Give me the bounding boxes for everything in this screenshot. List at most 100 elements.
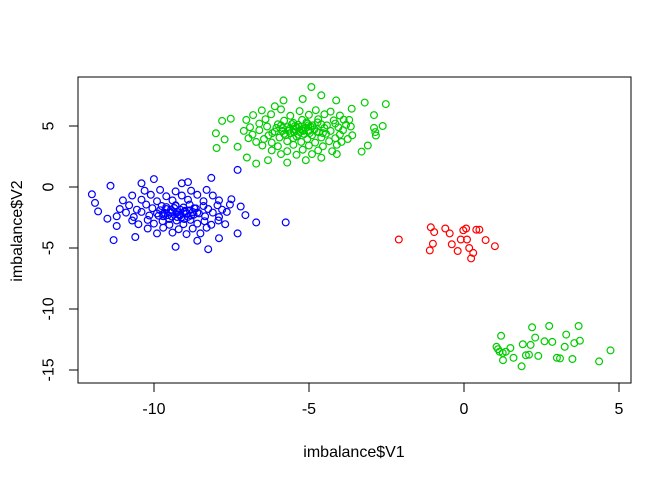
data-point bbox=[560, 342, 569, 351]
data-point bbox=[298, 115, 307, 124]
data-point bbox=[148, 204, 157, 213]
data-point bbox=[463, 235, 472, 244]
data-point bbox=[562, 330, 571, 339]
data-point bbox=[149, 175, 158, 184]
data-point bbox=[528, 323, 537, 332]
data-point bbox=[277, 150, 286, 159]
data-point bbox=[177, 191, 186, 200]
data-point bbox=[87, 190, 96, 199]
data-point bbox=[215, 196, 224, 205]
data-point bbox=[263, 122, 272, 131]
data-point bbox=[311, 138, 320, 147]
data-point bbox=[313, 118, 322, 127]
x-tick-label: -10 bbox=[142, 401, 165, 418]
data-point bbox=[121, 208, 130, 217]
data-point bbox=[162, 192, 171, 201]
data-point bbox=[188, 224, 197, 233]
data-point bbox=[171, 242, 180, 251]
data-point bbox=[257, 106, 266, 115]
data-point bbox=[233, 165, 242, 174]
data-point bbox=[268, 129, 277, 138]
data-point bbox=[370, 111, 379, 120]
data-point bbox=[242, 153, 251, 162]
data-point bbox=[295, 107, 304, 116]
data-point bbox=[378, 121, 387, 130]
data-point bbox=[472, 225, 481, 234]
data-point bbox=[162, 203, 171, 212]
data-point bbox=[298, 94, 307, 103]
data-point bbox=[134, 220, 143, 229]
data-point bbox=[287, 120, 296, 129]
data-point bbox=[304, 141, 313, 150]
data-point bbox=[218, 205, 227, 214]
data-point bbox=[267, 146, 276, 155]
data-point bbox=[165, 220, 174, 229]
data-point bbox=[445, 229, 454, 238]
data-point bbox=[143, 215, 152, 224]
data-point bbox=[304, 110, 313, 119]
data-point bbox=[208, 191, 217, 200]
data-point bbox=[226, 114, 235, 123]
data-point bbox=[196, 229, 205, 238]
data-point bbox=[281, 218, 290, 227]
data-point bbox=[348, 131, 357, 140]
data-point bbox=[222, 207, 231, 216]
data-point bbox=[524, 350, 533, 359]
cluster-top-green bbox=[211, 82, 390, 168]
data-point bbox=[142, 200, 151, 209]
data-point bbox=[322, 121, 331, 130]
data-point bbox=[199, 197, 208, 206]
data-point bbox=[286, 129, 295, 138]
data-point bbox=[371, 131, 380, 140]
data-point bbox=[214, 216, 223, 225]
data-point bbox=[227, 195, 236, 204]
data-point bbox=[252, 218, 261, 227]
data-point bbox=[286, 111, 295, 120]
data-point bbox=[252, 159, 261, 168]
data-point bbox=[292, 132, 301, 141]
data-point bbox=[568, 355, 577, 364]
data-point bbox=[118, 196, 127, 205]
data-point bbox=[115, 205, 124, 214]
data-point bbox=[239, 126, 248, 135]
data-point bbox=[426, 223, 435, 232]
data-point bbox=[521, 351, 530, 360]
y-axis-title: imbalance$V2 bbox=[9, 180, 26, 282]
data-point bbox=[145, 211, 154, 220]
data-point bbox=[128, 191, 137, 200]
data-point bbox=[215, 234, 224, 243]
data-point bbox=[156, 185, 165, 194]
data-point bbox=[545, 322, 554, 331]
data-point bbox=[277, 105, 286, 114]
data-point bbox=[260, 135, 269, 144]
data-point bbox=[201, 212, 210, 221]
data-point bbox=[281, 131, 290, 140]
data-point bbox=[193, 236, 202, 245]
data-point bbox=[394, 235, 403, 244]
data-point bbox=[441, 224, 450, 233]
data-point bbox=[465, 244, 474, 253]
data-point bbox=[258, 141, 267, 150]
data-point bbox=[283, 147, 292, 156]
x-tick-label: -5 bbox=[302, 401, 316, 418]
data-point bbox=[153, 229, 162, 238]
data-point bbox=[132, 205, 141, 214]
data-point bbox=[267, 110, 276, 119]
data-point bbox=[481, 236, 490, 245]
data-point bbox=[252, 137, 261, 146]
data-point bbox=[381, 100, 390, 109]
data-point bbox=[179, 203, 188, 212]
data-point bbox=[518, 340, 527, 349]
data-point bbox=[140, 186, 149, 195]
data-point bbox=[244, 134, 253, 143]
data-point bbox=[184, 195, 193, 204]
data-point bbox=[540, 337, 549, 346]
data-point bbox=[574, 322, 583, 331]
data-point bbox=[273, 142, 282, 151]
data-point bbox=[335, 111, 344, 120]
data-point bbox=[283, 158, 292, 167]
data-point bbox=[555, 354, 564, 363]
data-point bbox=[137, 179, 146, 188]
data-point bbox=[447, 240, 456, 249]
data-point bbox=[146, 190, 155, 199]
